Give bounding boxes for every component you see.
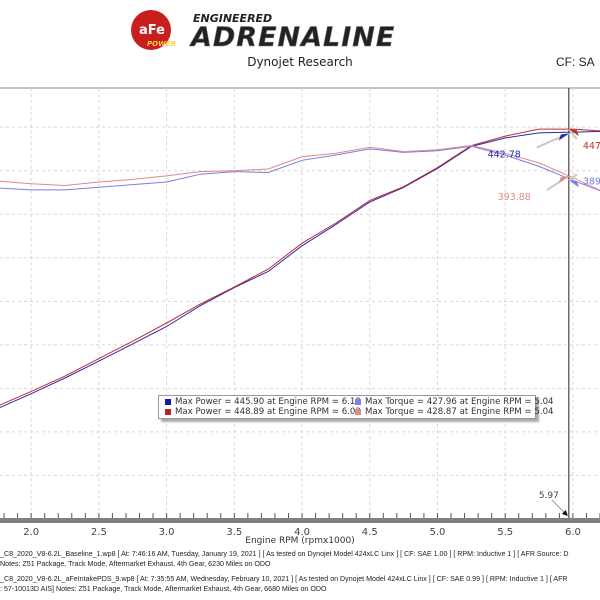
- rpm-cursor: 5.97: [539, 88, 570, 518]
- run-footer: _C8_2020_V8-6.2L_Baseline_1.wp8 [ At: 7:…: [0, 549, 600, 594]
- footer-run2-notes: : 57-10013D AIS] Notes: Z51 Package, Tra…: [0, 585, 327, 593]
- annotations: 442.78 447 389 393.88: [488, 128, 600, 203]
- legend-swatch: [355, 399, 361, 405]
- legend-item: Max Torque = 428.87 at Engine RPM = 5.04: [355, 407, 554, 417]
- chart-subtitle: Dynojet Research: [247, 55, 353, 69]
- legend-item: Max Torque = 427.96 at Engine RPM = 5.04: [355, 397, 554, 407]
- x-tick-label: 3.0: [159, 527, 175, 538]
- x-tick-label: 5.0: [430, 527, 446, 538]
- correction-factor-label: CF: SA: [556, 55, 595, 69]
- grid: [0, 87, 600, 519]
- baseline-power-curve: [0, 131, 600, 408]
- annotation-leader: [568, 128, 578, 140]
- legend-item: Max Power = 445.90 at Engine RPM = 6.12: [165, 397, 361, 407]
- x-tick-label: 2.5: [91, 527, 107, 538]
- x-tick-label: 6.0: [565, 527, 581, 538]
- annotation-arrowhead: [558, 133, 569, 141]
- annotation-leader: [568, 173, 578, 182]
- svg-text:ADRENALINE: ADRENALINE: [189, 22, 395, 53]
- legend-swatch: [165, 409, 171, 415]
- annotation-arrowhead: [568, 180, 579, 188]
- svg-text:POWER: POWER: [147, 40, 176, 48]
- legend-swatch: [355, 409, 361, 415]
- legend-text: Max Power = 448.89 at Engine RPM = 6.03: [175, 407, 361, 417]
- cursor-label: 5.97: [539, 491, 559, 501]
- svg-text:aFe: aFe: [139, 23, 165, 38]
- annotation-label: 393.88: [498, 192, 531, 203]
- legend-text: Max Power = 445.90 at Engine RPM = 6.12: [175, 397, 361, 407]
- cursor-arrowhead: [561, 510, 568, 516]
- afe-adrenaline-logo: aFe POWER ENGINEERED ADRENALINE: [131, 10, 395, 53]
- annotation-label: 447: [583, 141, 600, 152]
- curves: [0, 128, 600, 408]
- x-tick-label: 4.0: [294, 527, 310, 538]
- x-tick-label: 5.5: [497, 527, 513, 538]
- x-tick-label: 4.5: [362, 527, 378, 538]
- baseline-torque-curve: [0, 145, 600, 192]
- legend-text: Max Torque = 427.96 at Engine RPM = 5.04: [365, 397, 554, 407]
- footer-run1-info: _C8_2020_V8-6.2L_Baseline_1.wp8 [ At: 7:…: [0, 550, 569, 558]
- annotation-arrowhead: [558, 176, 569, 184]
- x-tick-label: 2.0: [23, 527, 39, 538]
- x-axis: 2.0 2.5 3.0 3.5 4.0 4.5 5.0 5.5 6.0: [0, 513, 600, 538]
- x-tick-label: 3.5: [226, 527, 242, 538]
- afe-torque-curve: [0, 144, 600, 191]
- footer-run2-info: _C8_2020_V8-6.2L_aFeIntakePDS_9.wp8 [ At…: [0, 575, 568, 583]
- afe-power-curve: [0, 128, 600, 406]
- legend-item: Max Power = 448.89 at Engine RPM = 6.03: [165, 407, 361, 417]
- annotation-label: 389: [583, 176, 600, 187]
- annotation-arrowhead: [568, 129, 579, 137]
- legend-swatch: [165, 399, 171, 405]
- x-axis-title: Engine RPM (rpmx1000): [245, 536, 355, 546]
- footer-run1-notes: Notes: Z51 Package, Track Mode, Aftermar…: [0, 560, 271, 568]
- svg-text:ENGINEERED: ENGINEERED: [193, 12, 272, 25]
- legend: Max Power = 445.90 at Engine RPM = 6.12 …: [158, 395, 554, 419]
- annotation-label: 442.78: [488, 149, 521, 160]
- legend-text: Max Torque = 428.87 at Engine RPM = 5.04: [365, 407, 554, 417]
- x-axis-bar: [0, 518, 600, 523]
